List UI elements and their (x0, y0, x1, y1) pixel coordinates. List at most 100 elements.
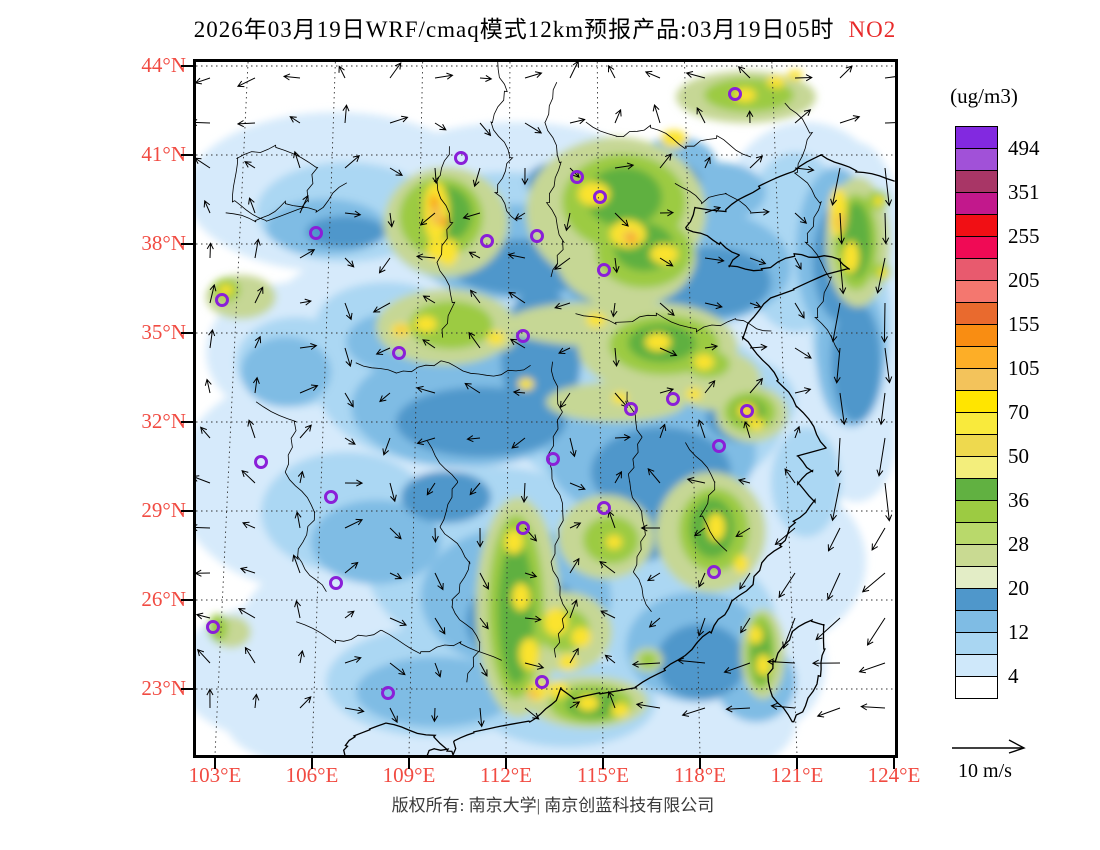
wind-arrow (389, 617, 408, 627)
wind-arrow (704, 343, 719, 351)
border-line (685, 442, 728, 552)
border-line (433, 146, 456, 338)
legend-cell (955, 478, 998, 501)
wind-arrow (299, 194, 309, 214)
wind-arrow (479, 122, 492, 137)
wind-arrow (520, 482, 528, 504)
wind-arrow (676, 657, 706, 665)
wind-arrow (196, 119, 211, 127)
border-line (784, 102, 840, 354)
wind-arrow (739, 572, 751, 590)
coast-line (767, 618, 826, 723)
no2-blob (544, 608, 568, 636)
wind-arrow (344, 257, 355, 268)
wind-arrow (782, 617, 796, 650)
wind-arrow (389, 62, 402, 79)
wind-arrow (858, 662, 886, 674)
city-marker (597, 501, 611, 515)
wind-reference-label: 10 m/s (958, 760, 1012, 782)
wind-arrow (389, 707, 398, 724)
legend-cell (955, 654, 998, 677)
lon-tick (796, 756, 798, 769)
lat-label: 29°N (141, 498, 186, 522)
city-marker (535, 675, 549, 689)
wind-arrow (389, 115, 409, 124)
legend-cell (955, 368, 998, 391)
wind-arrow (704, 379, 716, 394)
wind-arrow (749, 155, 764, 169)
wind-arrow (635, 701, 661, 709)
wind-arrow (839, 115, 861, 124)
wind-arrow (469, 289, 481, 304)
wind-arrow (681, 707, 706, 717)
wind-arrow (554, 302, 571, 310)
coastline (342, 153, 895, 755)
legend-cell (955, 126, 998, 149)
no2-blob (415, 316, 437, 332)
wind-arrow (569, 62, 579, 79)
wind-arrow (468, 331, 481, 349)
wind-arrow (514, 212, 526, 220)
wind-arrow (344, 561, 359, 574)
wind-arrow (419, 212, 436, 226)
wind-arrow (737, 478, 751, 485)
no2-blob (771, 427, 841, 537)
wind-arrow (686, 477, 706, 484)
wind-arrow (299, 696, 312, 709)
city-marker (597, 263, 611, 277)
wind-arrow (569, 482, 586, 491)
wind-arrow (839, 65, 853, 79)
wind-arrow (342, 104, 350, 124)
no2-blob (401, 471, 491, 523)
wind-arrow (434, 617, 446, 635)
longitude-line (408, 62, 424, 755)
lat-tick (181, 154, 194, 156)
page-title: 2026年03月19日WRF/cmaq模式12km预报产品:03月19日05时 N… (194, 10, 897, 44)
wind-arrow (479, 662, 488, 677)
no2-blob (356, 657, 516, 727)
wind-arrow (697, 617, 706, 637)
no2-blob (219, 285, 233, 295)
wind-arrow (344, 610, 355, 619)
wind-arrow (640, 524, 660, 532)
lat-label: 32°N (141, 409, 186, 433)
legend-cell (955, 522, 998, 545)
wind-arrow (469, 482, 481, 496)
wind-arrow (476, 527, 484, 548)
lon-tick (505, 756, 507, 769)
wind-arrow (389, 167, 403, 176)
no2-blob (518, 378, 534, 390)
wind-arrow (344, 437, 356, 445)
wind-arrow (511, 437, 526, 449)
lon-label: 103°E (188, 763, 242, 787)
no2-blob (611, 703, 629, 717)
no2-blob (707, 513, 725, 541)
wind-arrow (794, 257, 802, 271)
wind-arrow (294, 599, 301, 619)
wind-arrow (434, 662, 442, 678)
border-line (231, 144, 319, 222)
wind-arrow (464, 382, 481, 394)
wind-arrow (830, 167, 841, 207)
wind-arrow (252, 376, 260, 394)
wind-arrow (299, 424, 312, 439)
wind-arrow (559, 392, 571, 409)
coast-line (342, 722, 448, 755)
wind-arrow (830, 302, 841, 343)
wind-arrow (774, 527, 796, 546)
no2-blob (645, 333, 671, 351)
wind-arrow (704, 156, 711, 169)
wind-arrow (612, 347, 620, 368)
no2-blob (427, 240, 445, 260)
legend-tick-label: 20 (1008, 576, 1029, 600)
lat-label: 41°N (141, 142, 186, 166)
wind-arrow (282, 73, 301, 81)
city-marker (206, 620, 220, 634)
no2-blob (878, 268, 888, 278)
wind-arrow (462, 212, 481, 220)
no2-blob (787, 70, 803, 80)
legend-cell (955, 324, 998, 347)
wind-arrow (434, 72, 454, 80)
wind-arrow (794, 165, 815, 173)
